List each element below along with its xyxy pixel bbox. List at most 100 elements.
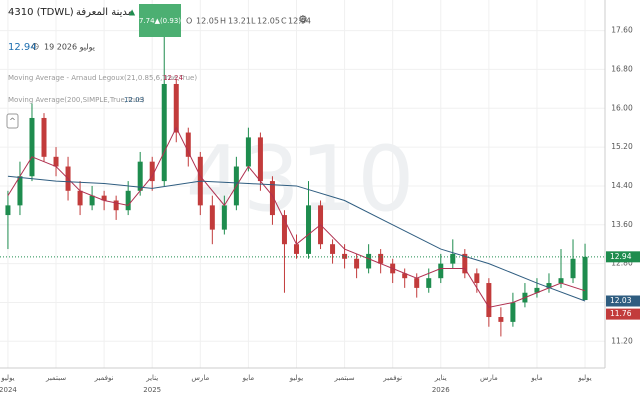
candle-body bbox=[414, 278, 420, 288]
y-tick-label: 16.80 bbox=[611, 64, 633, 73]
candle-body bbox=[245, 137, 251, 167]
y-tick-label: 16.00 bbox=[611, 103, 633, 112]
x-tick-label: يناير bbox=[145, 374, 158, 382]
candle-body bbox=[101, 195, 107, 201]
candle-body bbox=[438, 263, 444, 279]
date: 19 يوليو 2026 bbox=[44, 43, 95, 52]
candle-body bbox=[113, 200, 119, 211]
candle-body bbox=[486, 283, 492, 318]
price-tag-label: 12.94 bbox=[610, 252, 632, 261]
y-tick-label: 13.60 bbox=[611, 220, 633, 229]
y-tick-label: 11.20 bbox=[611, 336, 633, 345]
legend-value: 12.03 bbox=[124, 96, 144, 104]
symbol: 4310 (TDWL) bbox=[8, 7, 74, 18]
settings-icon[interactable]: ⚙ bbox=[298, 13, 308, 26]
candle-body bbox=[41, 117, 47, 157]
candle-body bbox=[293, 244, 299, 254]
company-name: مدينة المعرفة bbox=[76, 7, 133, 18]
price-tag-label: 11.76 bbox=[610, 309, 632, 318]
candle-body bbox=[269, 181, 275, 216]
price-tag bbox=[606, 308, 640, 320]
moving-average-line bbox=[7, 126, 586, 308]
candle-body bbox=[257, 137, 263, 182]
legend-entry: Moving Average(200,SIMPLE,True,True) bbox=[8, 96, 145, 104]
x-tick-label: مارس bbox=[191, 374, 209, 382]
moving-average-line bbox=[7, 175, 586, 302]
ohlc-label: C bbox=[281, 17, 287, 26]
candle-body bbox=[510, 302, 516, 322]
x-tick-label: مايو bbox=[242, 374, 255, 382]
candle-body bbox=[582, 256, 588, 301]
candle-body bbox=[53, 156, 59, 167]
candle-body bbox=[330, 244, 336, 254]
x-tick-year: 2026 bbox=[432, 386, 450, 394]
ohlc: 13.21 bbox=[228, 17, 251, 26]
candle-body bbox=[474, 273, 480, 284]
x-tick-label: سبتمبر bbox=[334, 374, 355, 382]
candle-body bbox=[185, 132, 191, 157]
candle-body bbox=[137, 161, 143, 191]
candle-body bbox=[221, 205, 227, 230]
y-tick-label: 15.20 bbox=[611, 142, 633, 151]
price: 12.94 bbox=[8, 42, 37, 53]
ohlc-label: L bbox=[251, 17, 256, 26]
ohlc: 12.05 bbox=[196, 17, 219, 26]
candle-body bbox=[558, 278, 564, 284]
price-tag-label: 12.03 bbox=[610, 296, 632, 305]
candle-body bbox=[570, 258, 576, 279]
candle-body bbox=[161, 83, 167, 182]
legend-value: 12.24 bbox=[163, 74, 184, 82]
candle-body bbox=[281, 215, 287, 245]
candle-body bbox=[173, 83, 179, 133]
x-tick-label: مارس bbox=[480, 374, 498, 382]
candle-body bbox=[462, 253, 468, 274]
up-arrow: ▲ bbox=[129, 8, 136, 17]
x-tick-year: 2024 bbox=[0, 386, 17, 394]
candle-body bbox=[77, 190, 83, 206]
candle-body bbox=[342, 253, 348, 259]
ohlc: 12.05 bbox=[257, 17, 280, 26]
change: 7.74▲(0.93) bbox=[139, 17, 181, 25]
clock-icon: ◷ bbox=[32, 42, 39, 51]
x-tick-label: نوفمبر bbox=[94, 374, 114, 382]
x-tick-label: يوليو bbox=[0, 374, 14, 382]
x-tick-label: سبتمبر bbox=[45, 374, 66, 382]
candle-body bbox=[354, 258, 360, 269]
candle-body bbox=[366, 253, 372, 269]
ohlc-label: H bbox=[220, 17, 226, 26]
y-tick-label: 17.60 bbox=[611, 26, 633, 35]
x-tick-year: 2025 bbox=[143, 386, 161, 394]
collapse-icon: ^ bbox=[9, 117, 16, 126]
candle-body bbox=[125, 190, 131, 211]
candle-body bbox=[17, 176, 23, 206]
ohlc-label: O bbox=[186, 17, 192, 26]
candle-body bbox=[498, 317, 504, 322]
x-tick-label: يناير bbox=[434, 374, 447, 382]
candle-body bbox=[306, 205, 312, 254]
price-tag bbox=[606, 295, 640, 307]
x-tick-label: مايو bbox=[530, 374, 543, 382]
candle-body bbox=[534, 287, 540, 293]
candle-body bbox=[546, 283, 552, 288]
candle-body bbox=[402, 273, 408, 279]
y-tick-label: 14.40 bbox=[611, 181, 633, 190]
collapse-button[interactable] bbox=[6, 113, 19, 129]
candle-body bbox=[5, 205, 11, 216]
candle-body bbox=[378, 253, 384, 264]
candle-body bbox=[209, 205, 215, 230]
candle-body bbox=[149, 161, 155, 182]
price-tag bbox=[606, 251, 640, 263]
candle-body bbox=[89, 195, 95, 206]
x-tick-label: نوفمبر bbox=[382, 374, 402, 382]
change-box[interactable] bbox=[139, 4, 181, 37]
candle-body bbox=[450, 253, 456, 264]
candle-body bbox=[29, 117, 35, 177]
y-tick-label: 12.80 bbox=[611, 259, 633, 268]
legend-entry: Moving Average - Arnaud Legoux(21,0.85,6… bbox=[8, 74, 197, 82]
x-tick-label: يوليو bbox=[289, 374, 303, 382]
x-tick-label: يوليو bbox=[577, 374, 591, 382]
ohlc: 12.94 bbox=[288, 17, 311, 26]
candle-body bbox=[426, 278, 432, 288]
